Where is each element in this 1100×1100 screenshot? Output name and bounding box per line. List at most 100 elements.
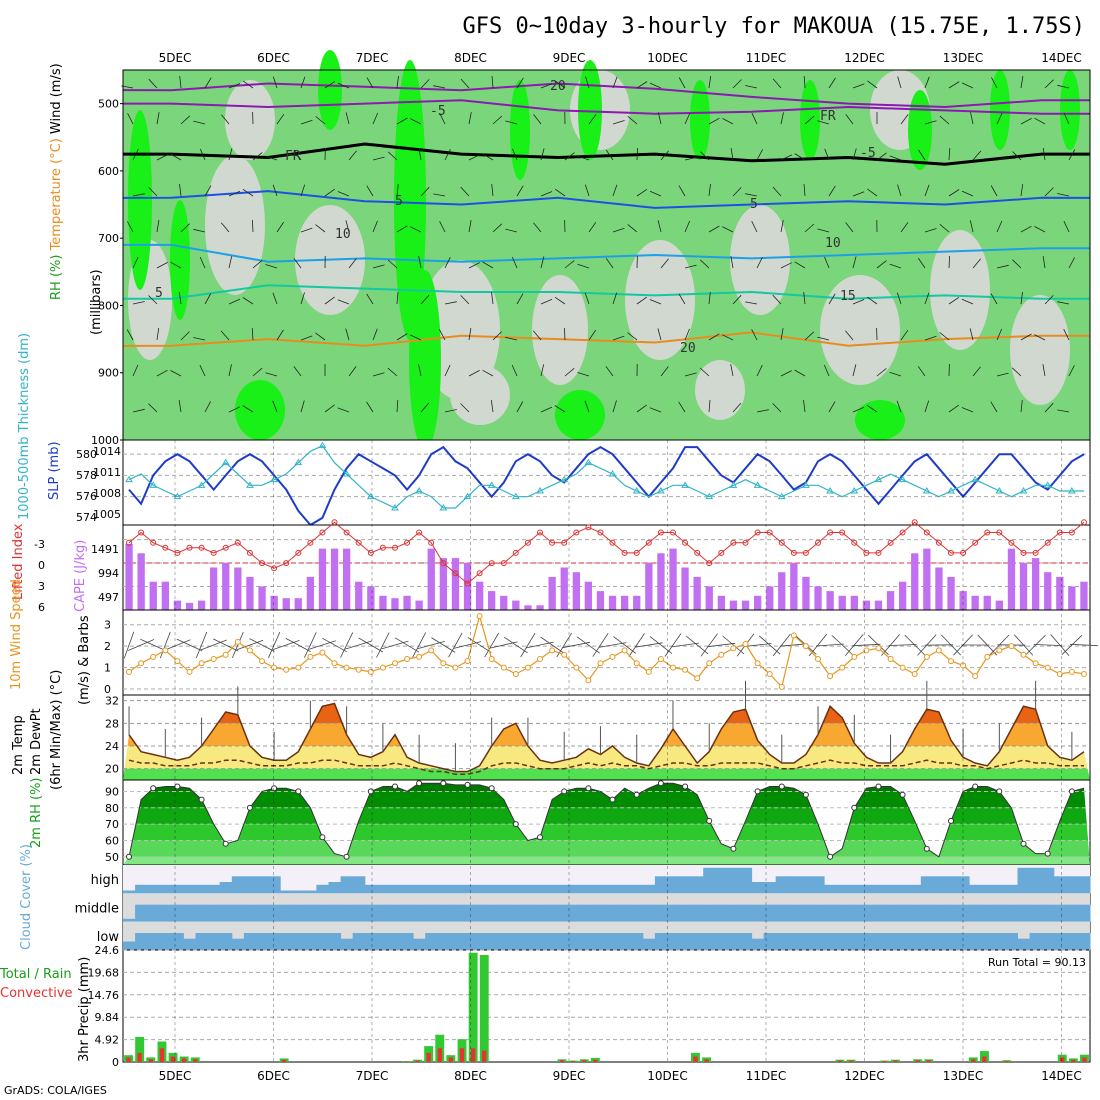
rh-tick: 90 xyxy=(105,785,119,798)
wind-barb xyxy=(300,184,306,197)
wind-speed-marker xyxy=(138,660,145,667)
wind-barb xyxy=(418,364,422,377)
li-tick: 3 xyxy=(38,580,45,593)
cape-bar xyxy=(415,600,423,610)
wind-speed-marker xyxy=(222,651,229,658)
cloud-cell xyxy=(413,884,426,894)
wind-barb xyxy=(867,188,878,197)
wind-barb xyxy=(1020,76,1024,89)
wind-barb xyxy=(852,148,857,161)
precip-convective-bar xyxy=(837,1060,843,1062)
wind-barb xyxy=(961,82,974,89)
wind-barb xyxy=(1042,364,1046,377)
wind-speed-marker xyxy=(452,664,459,671)
cloud-cell xyxy=(183,884,196,894)
wind-barb xyxy=(824,256,830,269)
wind-barb xyxy=(170,370,182,377)
wind-speed-marker xyxy=(778,683,785,690)
wind-barb xyxy=(939,223,950,233)
wind-barb xyxy=(242,405,254,413)
wind-barb xyxy=(491,184,494,197)
cloud-cell xyxy=(824,933,837,950)
rh-marker xyxy=(802,791,809,798)
wind-barb xyxy=(751,221,758,233)
li-marker xyxy=(1032,549,1039,556)
wind-barb xyxy=(605,366,614,377)
li-marker xyxy=(307,539,314,546)
wind-barb xyxy=(772,403,782,413)
wind-barb xyxy=(924,120,937,125)
rh-marker xyxy=(730,845,737,852)
rh-moist-area xyxy=(690,80,710,160)
cape-bar xyxy=(850,595,858,610)
wind-barb xyxy=(204,185,212,197)
cloud-cell xyxy=(558,884,571,894)
li-marker xyxy=(609,539,616,546)
wind-barb xyxy=(420,186,430,197)
wind-barb xyxy=(939,115,950,125)
wind-barb xyxy=(990,293,998,305)
li-marker xyxy=(331,519,338,526)
li-marker xyxy=(706,560,713,567)
wind-barb xyxy=(372,372,385,377)
precip-ylabel: 3hr Precip (mm) xyxy=(77,957,92,1062)
rh-marker xyxy=(948,817,954,824)
cloud-cell xyxy=(1041,867,1055,894)
precip-convective-bar xyxy=(882,1061,887,1062)
wind-barb xyxy=(228,83,241,89)
contour-label: 10 xyxy=(335,227,351,242)
li-marker xyxy=(657,529,664,536)
rh-tick: 60 xyxy=(105,834,119,847)
cape-bar xyxy=(137,553,145,610)
cloud-cell xyxy=(147,904,160,922)
cloud-cell xyxy=(256,904,269,922)
wind-barb xyxy=(180,331,190,341)
thickness-tick: 580 xyxy=(76,448,97,461)
wind-barb xyxy=(564,152,575,161)
cape-bar xyxy=(560,567,568,610)
cloud-cell xyxy=(679,933,692,950)
cloud-cell xyxy=(860,904,873,922)
cloud-cell xyxy=(606,933,620,950)
wind-barb xyxy=(990,185,998,197)
surface-wind-barb xyxy=(686,635,709,655)
wind-barb xyxy=(722,226,734,233)
rh-moist-area xyxy=(855,400,905,440)
wind-barb xyxy=(533,114,542,125)
wind-barb xyxy=(657,328,662,341)
cloud-cell xyxy=(497,933,511,950)
thickness-marker xyxy=(125,475,133,483)
surface-wind-barb xyxy=(844,634,864,656)
precip-convective-bar xyxy=(459,1048,465,1062)
wind-speed-marker xyxy=(694,675,701,682)
surface-wind-barb xyxy=(200,639,227,651)
surface-wind-barb xyxy=(236,639,264,651)
wind-barb xyxy=(1057,409,1070,413)
cloud-cell xyxy=(872,904,885,922)
cape-bar xyxy=(500,595,508,610)
cloud-cell xyxy=(231,938,245,950)
day-label-top: 9DEC xyxy=(553,51,586,65)
wind-barb xyxy=(794,261,806,269)
cape-bar xyxy=(911,553,919,610)
wind-barb xyxy=(803,292,806,305)
wind-speed-marker xyxy=(851,653,858,660)
wind-barb xyxy=(1063,112,1070,125)
precip-convective-bar xyxy=(137,1052,142,1062)
cloud-cell xyxy=(425,884,438,894)
surface-wind-barb xyxy=(322,637,347,653)
surface-wind-barb xyxy=(1069,643,1098,647)
wind-barb xyxy=(444,364,451,377)
thickness-marker xyxy=(922,487,931,494)
wind-barb xyxy=(732,402,742,413)
cloud-cell xyxy=(727,933,740,950)
wind-barb xyxy=(540,364,545,377)
wind-speed-marker xyxy=(355,666,362,673)
li-marker xyxy=(790,549,797,556)
wind-speed-marker xyxy=(464,658,471,665)
li-marker xyxy=(476,570,483,577)
rh-dry-area xyxy=(930,230,990,350)
wind-speed-marker xyxy=(863,647,870,654)
rh-marker xyxy=(512,821,519,828)
wind-barb xyxy=(678,293,686,305)
